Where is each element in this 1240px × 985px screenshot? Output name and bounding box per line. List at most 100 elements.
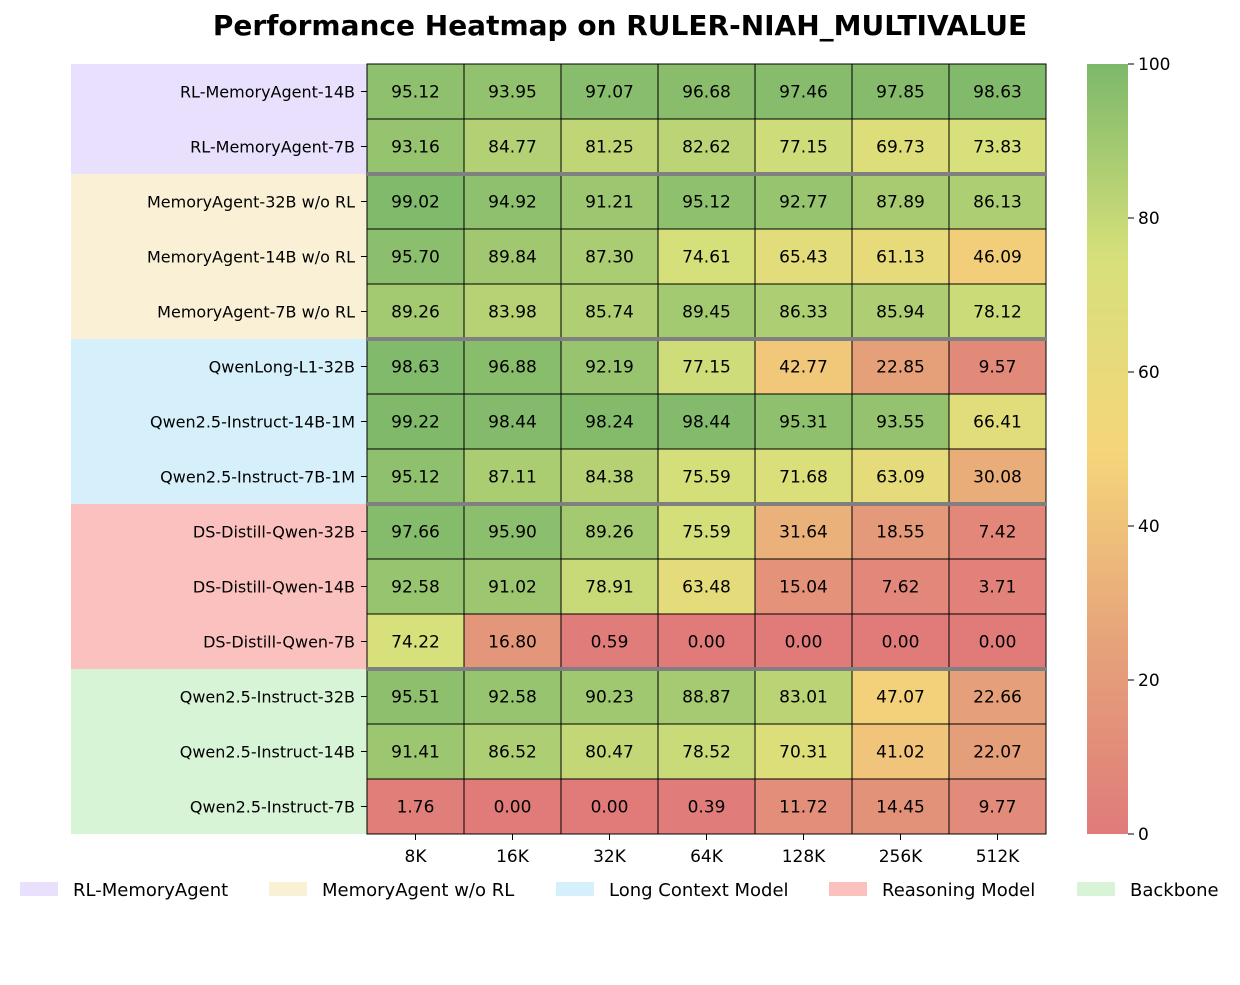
- heatmap-cell: [463, 118, 562, 175]
- cell-value-label: 87.89: [876, 193, 925, 213]
- cell-value-label: 86.33: [779, 303, 828, 323]
- cell-value-label: 92.77: [779, 193, 828, 213]
- legend-swatch-long-context-model: [556, 882, 594, 896]
- heatmap-cell: [948, 778, 1047, 835]
- cell-value-label: 94.92: [488, 193, 537, 213]
- cell-value-label: 98.63: [973, 83, 1022, 103]
- cell-value-label: 22.66: [973, 688, 1022, 708]
- cell-value-label: 77.15: [682, 358, 731, 378]
- cell-value-label: 95.12: [682, 193, 731, 213]
- colorbar-tick-label: 40: [1138, 517, 1160, 537]
- heatmap-cell: [560, 173, 659, 230]
- cell-value-label: 90.23: [585, 688, 634, 708]
- chart-title: Performance Heatmap on RULER-NIAH_MULTIV…: [213, 9, 1027, 42]
- heatmap-cell: [366, 228, 465, 285]
- cell-value-label: 92.58: [391, 578, 440, 598]
- heatmap-cell: [366, 338, 465, 395]
- cell-value-label: 0.00: [494, 798, 532, 818]
- cell-value-label: 91.41: [391, 743, 440, 763]
- heatmap-cell: [560, 338, 659, 395]
- cell-value-label: 98.44: [488, 413, 537, 433]
- cell-value-label: 98.63: [391, 358, 440, 378]
- cell-value-label: 97.07: [585, 83, 634, 103]
- cell-value-label: 89.84: [488, 248, 537, 268]
- cell-value-label: 95.70: [391, 248, 440, 268]
- heatmap-cell: [463, 173, 562, 230]
- cell-value-label: 0.39: [688, 798, 726, 818]
- cell-value-label: 89.26: [585, 523, 634, 543]
- cell-value-label: 74.22: [391, 633, 440, 653]
- row-group-bands: [71, 64, 367, 834]
- cell-value-label: 73.83: [973, 138, 1022, 158]
- legend-swatch-backbone: [1077, 882, 1115, 896]
- cell-value-label: 0.00: [979, 633, 1017, 653]
- heatmap-cell: [948, 63, 1047, 120]
- heatmap-cell: [948, 448, 1047, 505]
- column-label: 64K: [690, 847, 724, 867]
- colorbar-tick-label: 0: [1138, 825, 1149, 845]
- cell-value-label: 63.09: [876, 468, 925, 488]
- cell-value-label: 42.77: [779, 358, 828, 378]
- heatmap-cell: [560, 723, 659, 780]
- cell-value-label: 97.46: [779, 83, 828, 103]
- heatmap-cell: [560, 668, 659, 725]
- heatmap-cell: [851, 173, 950, 230]
- heatmap-cell: [851, 558, 950, 615]
- column-labels: 8K 16K 32K 64K 128K 256K 512K: [405, 834, 1020, 867]
- heatmap-cell: [560, 228, 659, 285]
- heatmap-cell: [754, 503, 853, 560]
- heatmap-cell: [463, 558, 562, 615]
- heatmap-cell: [560, 393, 659, 450]
- cell-value-label: 95.31: [779, 413, 828, 433]
- column-label: 8K: [405, 847, 428, 867]
- heatmap-cell: [366, 558, 465, 615]
- heatmap-cell: [560, 613, 659, 670]
- heatmap-cell: [657, 723, 756, 780]
- heatmap-cell: [754, 778, 853, 835]
- cell-value-label: 11.72: [779, 798, 828, 818]
- column-label: 128K: [782, 847, 826, 867]
- cell-value-label: 97.66: [391, 523, 440, 543]
- cell-value-label: 63.48: [682, 578, 731, 598]
- colorbar-gradient: [1087, 64, 1128, 834]
- cell-value-label: 87.30: [585, 248, 634, 268]
- cell-value-label: 87.11: [488, 468, 537, 488]
- cell-value-label: 69.73: [876, 138, 925, 158]
- cell-value-label: 89.45: [682, 303, 731, 323]
- cell-value-label: 95.51: [391, 688, 440, 708]
- cell-value-label: 93.55: [876, 413, 925, 433]
- cell-value-label: 99.02: [391, 193, 440, 213]
- cell-value-label: 41.02: [876, 743, 925, 763]
- heatmap-cell: [463, 503, 562, 560]
- legend-label-reasoning-model: Reasoning Model: [882, 880, 1035, 901]
- cell-value-label: 86.13: [973, 193, 1022, 213]
- heatmap-cell: [851, 613, 950, 670]
- heatmap-cell: [754, 283, 853, 340]
- cell-value-label: 7.62: [882, 578, 920, 598]
- legend-swatch-reasoning-model: [829, 882, 867, 896]
- heatmap-cell: [851, 228, 950, 285]
- cell-value-label: 93.16: [391, 138, 440, 158]
- cell-value-label: 71.68: [779, 468, 828, 488]
- cell-value-label: 98.44: [682, 413, 731, 433]
- heatmap-cell: [754, 338, 853, 395]
- legend-label-long-context-model: Long Context Model: [609, 880, 789, 901]
- heatmap-cell: [657, 448, 756, 505]
- cell-value-label: 22.07: [973, 743, 1022, 763]
- row-label: MemoryAgent-32B w/o RL: [147, 193, 355, 212]
- cell-value-label: 14.45: [876, 798, 925, 818]
- row-label: DS-Distill-Qwen-7B: [203, 633, 355, 652]
- cell-value-label: 80.47: [585, 743, 634, 763]
- cell-value-label: 83.98: [488, 303, 537, 323]
- heatmap-cell: [754, 228, 853, 285]
- cell-value-label: 15.04: [779, 578, 828, 598]
- row-label: Qwen2.5-Instruct-7B-1M: [160, 468, 355, 487]
- cell-value-label: 82.62: [682, 138, 731, 158]
- cell-value-label: 96.88: [488, 358, 537, 378]
- legend: RL-MemoryAgent MemoryAgent w/o RL Long Con…: [20, 880, 1219, 901]
- heatmap-cell: [754, 723, 853, 780]
- cell-value-label: 95.12: [391, 83, 440, 103]
- cell-value-label: 18.55: [876, 523, 925, 543]
- cell-value-label: 1.76: [397, 798, 435, 818]
